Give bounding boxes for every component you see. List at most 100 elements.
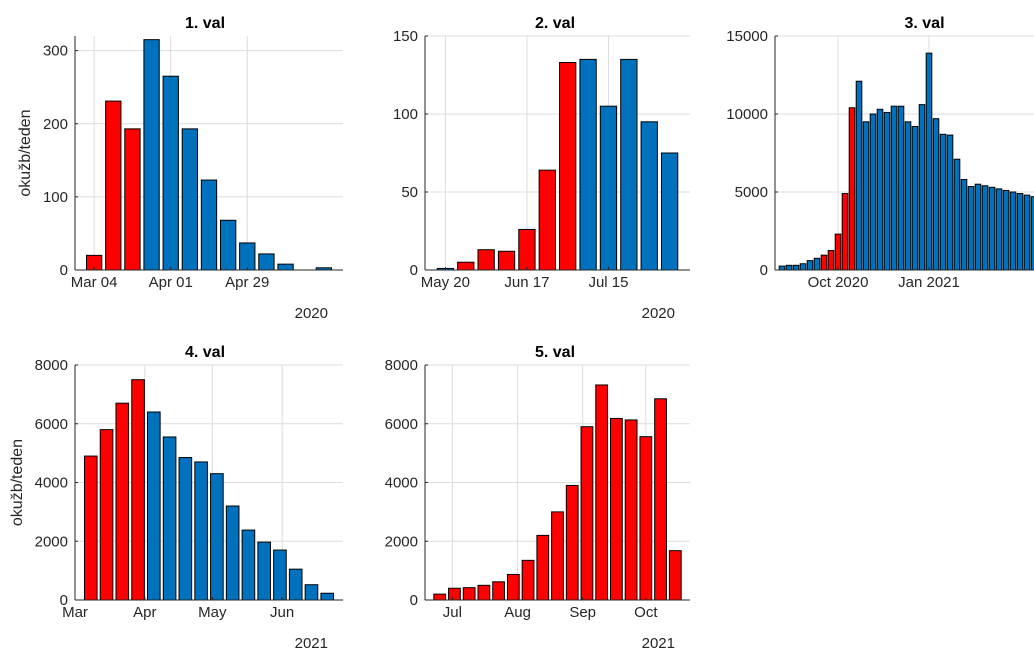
bar: [448, 587, 461, 601]
y-tick-label: 150: [393, 28, 418, 45]
chart-panel-2: 0 50 100 150 May 20 Jun 17 Jul 15 2020 2. val: [393, 15, 690, 322]
bar: [967, 186, 975, 271]
chart-title: 5. val: [535, 344, 575, 361]
x-tick-label: Apr: [133, 604, 156, 621]
bar: [834, 233, 842, 271]
y-axis-label: okužb/teden: [9, 439, 26, 526]
bar: [640, 121, 658, 271]
y-tick-label: 2000: [35, 533, 68, 550]
x-tick-label: Apr 01: [149, 274, 193, 291]
x-tick-label: Jul: [443, 604, 462, 621]
bar: [304, 584, 319, 601]
y-tick-label: 0: [60, 592, 68, 609]
bar: [559, 62, 577, 271]
bar: [813, 257, 821, 271]
bar: [890, 105, 898, 271]
bar: [492, 581, 506, 601]
bar: [194, 461, 208, 601]
y-tick-label: 8000: [385, 357, 418, 374]
bar: [288, 568, 303, 601]
bar: [210, 473, 224, 601]
bar: [932, 118, 940, 271]
bar: [897, 105, 905, 271]
chart-panel-5: 0 2000 4000 6000 8000 Jul Aug Sep Oct 2021 5. val: [385, 344, 690, 648]
bar: [869, 113, 877, 271]
bar: [876, 108, 884, 271]
x-tick-label: Sep: [569, 604, 596, 621]
chart-panel-1: 0 100 200 300 Mar 04 Apr 01 Apr 29 2020 1. val ok…: [17, 15, 343, 322]
bar: [83, 455, 98, 601]
y-tick-label: 0: [760, 262, 768, 279]
chart-panel-4: 0 2000 4000 6000 8000 Mar Apr May Jun 2021 4. val o…: [9, 344, 343, 648]
bar: [595, 384, 609, 601]
bar: [200, 179, 218, 271]
bar: [911, 125, 919, 271]
chart-panel-3: 0 5000 10000 15000 Oct 2020 Jan 2021 3. val: [726, 15, 1034, 291]
bar: [610, 417, 623, 601]
bar: [99, 429, 114, 601]
bar: [820, 254, 828, 271]
bar: [162, 75, 179, 271]
bar: [806, 260, 814, 271]
bar: [883, 111, 891, 271]
x-tick-label: May 20: [421, 274, 470, 291]
bar: [115, 402, 130, 601]
bar: [477, 584, 491, 601]
bar: [518, 228, 536, 271]
bar: [462, 587, 476, 601]
x-tick-label: Apr 29: [225, 274, 269, 291]
bar: [551, 511, 564, 601]
bar: [785, 264, 793, 271]
bar: [536, 534, 550, 601]
bar: [1009, 191, 1017, 271]
bar: [599, 105, 618, 271]
y-tick-label: 5000: [735, 184, 768, 201]
x-axis-year-label: 2021: [295, 635, 328, 648]
bar: [147, 411, 161, 601]
bar: [904, 121, 912, 271]
bar: [654, 398, 667, 601]
bar: [433, 593, 447, 601]
bar: [162, 436, 177, 601]
x-tick-label: Jan 2021: [898, 274, 960, 291]
bar: [946, 134, 954, 271]
bar: [778, 265, 786, 271]
bar: [827, 250, 835, 271]
bar: [131, 379, 145, 601]
y-tick-label: 6000: [385, 416, 418, 433]
x-tick-label: Mar: [62, 604, 88, 621]
bar: [620, 58, 638, 271]
bar: [320, 592, 335, 601]
y-tick-label: 100: [393, 106, 418, 123]
x-tick-label: Jun 17: [504, 274, 549, 291]
bar: [219, 219, 237, 271]
y-tick-label: 4000: [385, 475, 418, 492]
bar: [799, 263, 807, 271]
bar: [124, 128, 141, 271]
bar: [848, 107, 856, 271]
bar: [565, 484, 579, 601]
bar: [143, 39, 160, 271]
y-axis-label: okužb/teden: [17, 109, 34, 196]
bar: [1002, 189, 1010, 271]
bar: [668, 550, 682, 601]
y-tick-label: 4000: [35, 475, 68, 492]
x-tick-label: May: [198, 604, 227, 621]
bar: [241, 529, 256, 601]
bar: [497, 250, 516, 271]
bar: [639, 436, 653, 601]
chart-title: 4. val: [185, 344, 225, 361]
bar: [181, 128, 199, 271]
bar: [960, 179, 968, 271]
x-axis-year-label: 2021: [642, 635, 675, 648]
chart-title: 1. val: [185, 15, 225, 32]
y-tick-label: 0: [410, 262, 418, 279]
bar: [225, 505, 240, 601]
y-tick-label: 2000: [385, 533, 418, 550]
bar: [178, 457, 193, 601]
y-tick-label: 0: [60, 262, 68, 279]
bar: [506, 573, 520, 601]
x-tick-label: Jul 15: [588, 274, 628, 291]
bar: [624, 419, 638, 601]
